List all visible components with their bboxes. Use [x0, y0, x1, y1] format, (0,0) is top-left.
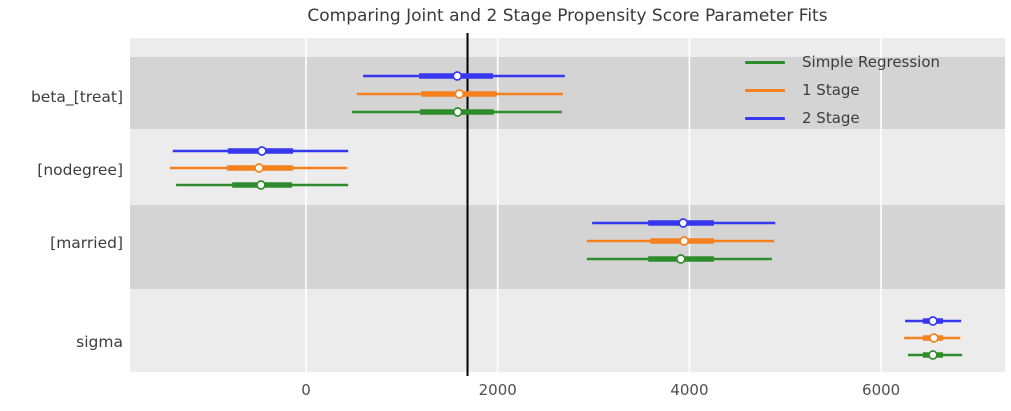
point-estimate-marker: [257, 146, 267, 156]
point-estimate-marker: [452, 107, 463, 117]
legend: Simple Regression 1 Stage 2 Stage: [745, 52, 940, 128]
point-estimate-marker: [679, 236, 690, 246]
plot-area: [130, 33, 1005, 376]
legend-label: 1 Stage: [802, 81, 860, 99]
simple-regression-line-swatch: [745, 60, 785, 64]
row-shading-band: [130, 57, 1005, 129]
point-estimate-marker: [675, 254, 686, 264]
two-stage-line-swatch: [745, 116, 785, 120]
x-tick-label: 0: [301, 381, 311, 399]
point-estimate-marker: [254, 163, 264, 173]
row-shading-band: [130, 205, 1005, 289]
point-estimate-marker: [928, 316, 938, 326]
y-axis-label: [married]: [50, 234, 123, 252]
legend-label: Simple Regression: [802, 53, 941, 71]
point-estimate-marker: [454, 89, 465, 99]
point-estimate-marker: [452, 71, 463, 81]
y-axis-label: sigma: [76, 333, 123, 351]
y-axis-label: [nodegree]: [37, 161, 123, 179]
point-estimate-marker: [256, 180, 266, 190]
point-estimate-marker: [928, 350, 938, 360]
y-axis-label: beta_[treat]: [30, 88, 123, 106]
point-estimate-marker: [929, 333, 939, 343]
x-tick-label: 4000: [670, 381, 709, 399]
legend-item-simple-regression: Simple Regression: [745, 52, 940, 72]
forest-plot-canvas: [130, 33, 1005, 376]
legend-label: 2 Stage: [802, 109, 860, 127]
x-tick-label: 2000: [478, 381, 517, 399]
one-stage-line-swatch: [745, 88, 785, 92]
legend-item-2-stage: 2 Stage: [745, 108, 940, 128]
x-tick-label: 6000: [862, 381, 901, 399]
legend-item-1-stage: 1 Stage: [745, 80, 940, 100]
chart-title: Comparing Joint and 2 Stage Propensity S…: [307, 6, 828, 26]
point-estimate-marker: [678, 218, 689, 228]
